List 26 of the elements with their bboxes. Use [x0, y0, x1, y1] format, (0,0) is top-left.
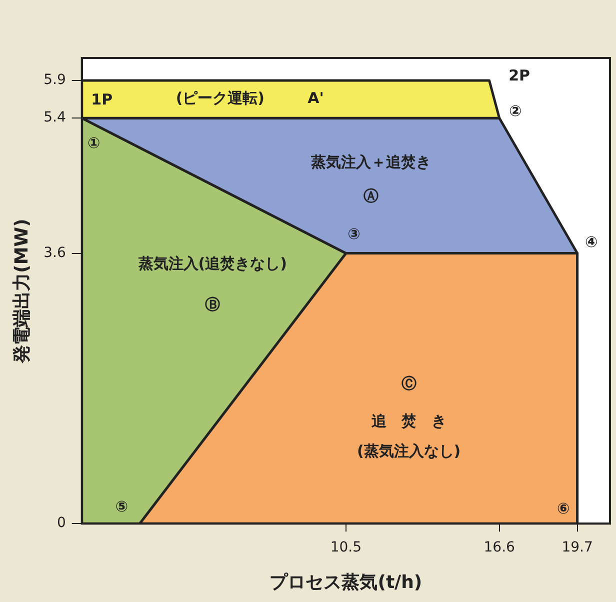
annotation: ④	[584, 233, 598, 252]
annotation: 2P	[508, 66, 530, 84]
y-tick-label: 5.4	[44, 110, 66, 126]
y-tick-label: 3.6	[44, 244, 66, 261]
y-tick-label: 0	[56, 515, 66, 532]
x-tick-label: 19.7	[562, 540, 593, 556]
annotation: 蒸気注入(追焚きなし)	[137, 254, 287, 272]
y-tick-label: 5.9	[44, 72, 66, 88]
annotation: Ⓐ	[364, 186, 379, 205]
annotation: ①	[88, 134, 100, 152]
annotation: 蒸気注入＋追焚き	[310, 153, 432, 172]
annotation: (蒸気注入なし)	[356, 442, 461, 460]
x-tick-label: 10.5	[330, 540, 362, 556]
annotation: 1P	[91, 90, 113, 108]
annotation: Ⓑ	[205, 296, 220, 314]
annotation: A'	[308, 89, 324, 108]
annotation: (ピーク運転)	[176, 89, 265, 108]
x-axis-title: プロセス蒸気(t/h)	[270, 572, 422, 593]
annotation: ⑤	[115, 497, 128, 516]
annotation: ②	[508, 102, 522, 120]
x-tick-label: 16.6	[484, 540, 516, 556]
annotation: Ⓒ	[401, 374, 416, 393]
annotation: 追 焚 き	[370, 412, 446, 430]
y-axis-title: 発電端出力(MW)	[11, 218, 32, 364]
annotation: ⑥	[556, 499, 570, 518]
annotation: ③	[348, 225, 360, 244]
